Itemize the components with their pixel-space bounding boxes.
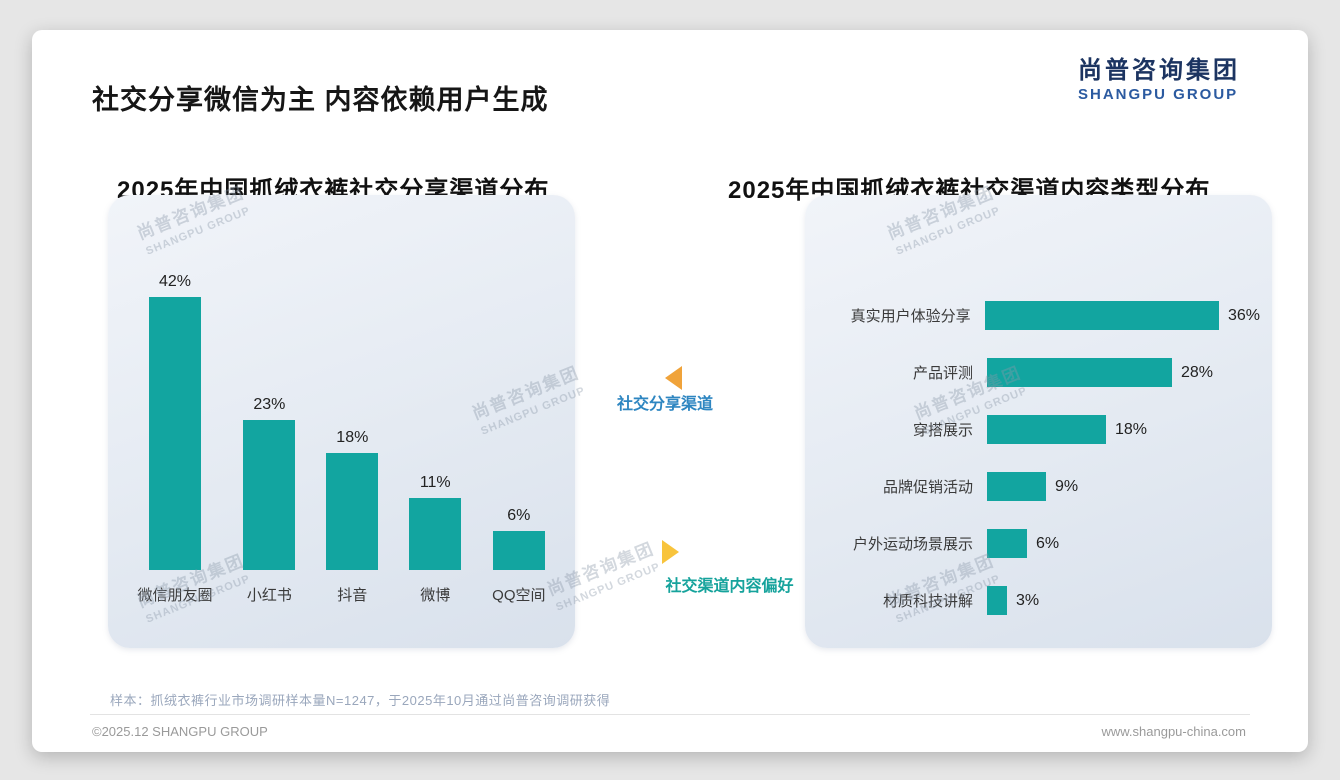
bar-row: 户外运动场景展示 6% — [821, 515, 1260, 572]
bar-category-label: 户外运动场景展示 — [852, 536, 973, 553]
bar-value-label: 36% — [1227, 306, 1260, 324]
footer-copyright: ©2025.12 SHANGPU GROUP — [92, 724, 268, 739]
bar-value-label: 11% — [419, 474, 451, 491]
bar-group: 6% QQ空间 — [492, 261, 545, 604]
bar — [148, 297, 201, 570]
bar-category-label: 微博 — [420, 587, 451, 604]
bar-group: 42% 微信朋友圈 — [137, 261, 212, 604]
bar-group: 11% 微博 — [409, 261, 462, 604]
bar-value-label: 28% — [1181, 363, 1214, 381]
logo-cn-text: 尚普咨询集团 — [1078, 57, 1240, 84]
left-pointing-triangle-icon — [665, 366, 682, 390]
bar — [987, 415, 1106, 444]
bar-category-label: 产品评测 — [912, 365, 973, 382]
bar-row: 真实用户体验分享 36% — [821, 287, 1260, 344]
bar — [409, 498, 462, 570]
bar-value-label: 6% — [1036, 534, 1060, 552]
bar-value-label: 42% — [158, 273, 191, 290]
right-pointing-triangle-icon — [662, 540, 679, 564]
bar — [243, 420, 296, 570]
bar-value-label: 18% — [1115, 420, 1148, 438]
bar-category-label: 穿搭展示 — [912, 422, 973, 439]
footer-website: www.shangpu-china.com — [1101, 724, 1246, 739]
bar-category-label: 小红书 — [246, 587, 292, 604]
content-type-chart: 真实用户体验分享 36% 产品评测 28% 穿搭展示 18% 品牌促销活动 9% 户外运动场景展… — [821, 287, 1260, 629]
bar — [984, 301, 1219, 330]
company-logo: 尚普咨询集团 SHANGPU GROUP — [1078, 57, 1240, 104]
bar-value-label: 3% — [1016, 591, 1040, 609]
bar-category-label: 微信朋友圈 — [137, 587, 213, 604]
bar — [987, 358, 1172, 387]
share-channel-annotation: 社交分享渠道 — [616, 396, 713, 413]
bar-value-label: 9% — [1055, 477, 1079, 495]
bar-category-label: 抖音 — [337, 587, 368, 604]
bar-category-label: 真实用户体验分享 — [850, 308, 971, 325]
bar — [492, 531, 545, 570]
bar-group: 23% 小红书 — [243, 261, 296, 604]
bar-category-label: 材质科技讲解 — [882, 593, 973, 610]
bar — [987, 586, 1007, 615]
bar-row: 产品评测 28% — [821, 344, 1260, 401]
bar-row: 材质科技讲解 3% — [821, 572, 1260, 629]
bar-value-label: 6% — [507, 507, 531, 524]
bar — [987, 472, 1046, 501]
sample-note: 样本：抓绒衣裤行业市场调研样本量N=1247，于2025年10月通过尚普咨询调研… — [110, 693, 611, 708]
bar-row: 穿搭展示 18% — [821, 401, 1260, 458]
page-title: 社交分享微信为主 内容依赖用户生成 — [92, 85, 549, 115]
bar — [326, 453, 379, 570]
footer-divider — [90, 714, 1250, 715]
share-channel-panel: 42% 微信朋友圈 23% 小红书 18% 抖音 11% 微博 6% QQ空间 — [108, 195, 575, 648]
bar-row: 品牌促销活动 9% — [821, 458, 1260, 515]
bar-category-label: 品牌促销活动 — [882, 479, 973, 496]
bar-value-label: 18% — [336, 429, 369, 446]
slide: 社交分享微信为主 内容依赖用户生成 尚普咨询集团 SHANGPU GROUP 2… — [32, 30, 1308, 752]
bar-category-label: QQ空间 — [492, 587, 546, 604]
bar-value-label: 23% — [253, 396, 286, 413]
share-channel-chart: 42% 微信朋友圈 23% 小红书 18% 抖音 11% 微博 6% QQ空间 — [122, 261, 561, 604]
content-pref-annotation: 社交渠道内容偏好 — [665, 578, 794, 595]
bar — [987, 529, 1027, 558]
logo-en-text: SHANGPU GROUP — [1078, 86, 1239, 104]
content-type-panel: 真实用户体验分享 36% 产品评测 28% 穿搭展示 18% 品牌促销活动 9% 户外运动场景展… — [805, 195, 1272, 648]
bar-group: 18% 抖音 — [326, 261, 379, 604]
